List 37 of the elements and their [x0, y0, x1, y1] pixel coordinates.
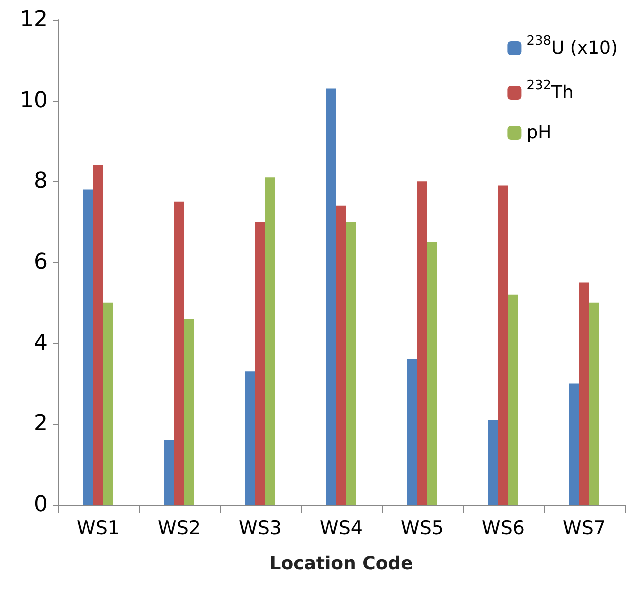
bar [418, 182, 428, 505]
x-tick-label: WS2 [158, 518, 201, 540]
legend-label: pH [526, 122, 552, 144]
bar [488, 420, 498, 505]
x-axis-title: Location Code [270, 554, 414, 574]
bar [336, 206, 346, 505]
x-tick-label: WS7 [563, 518, 606, 540]
bar [246, 372, 256, 505]
bar [570, 384, 580, 505]
bar [256, 222, 266, 505]
bar [184, 319, 194, 505]
bar [346, 222, 356, 505]
x-tick-label: WS3 [239, 518, 282, 540]
bar [580, 282, 590, 505]
bar [498, 186, 508, 505]
y-tick-label: 10 [20, 88, 48, 114]
y-tick-label: 4 [34, 330, 48, 356]
bar [266, 178, 276, 505]
x-tick-label: WS1 [77, 518, 120, 540]
bar [590, 302, 600, 505]
bar [508, 294, 518, 505]
bar [84, 190, 94, 505]
y-tick-label: 6 [34, 250, 48, 275]
y-tick-label: 8 [34, 169, 48, 194]
bar [326, 88, 336, 505]
x-tick-label: WS4 [320, 518, 363, 540]
bar [104, 302, 114, 505]
bar [164, 440, 174, 505]
x-tick-label: WS5 [401, 518, 444, 540]
y-tick-label: 0 [34, 492, 48, 518]
y-tick-label: 2 [34, 412, 48, 437]
bar [174, 202, 184, 505]
bar [408, 360, 418, 505]
bar [94, 166, 104, 505]
y-tick-label: 12 [20, 8, 48, 32]
x-tick-label: WS6 [482, 518, 525, 540]
bar [428, 242, 438, 505]
